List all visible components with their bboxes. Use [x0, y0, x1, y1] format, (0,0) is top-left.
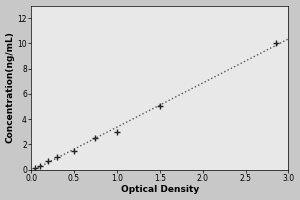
- Y-axis label: Concentration(ng/mL): Concentration(ng/mL): [6, 32, 15, 143]
- X-axis label: Optical Density: Optical Density: [121, 185, 199, 194]
